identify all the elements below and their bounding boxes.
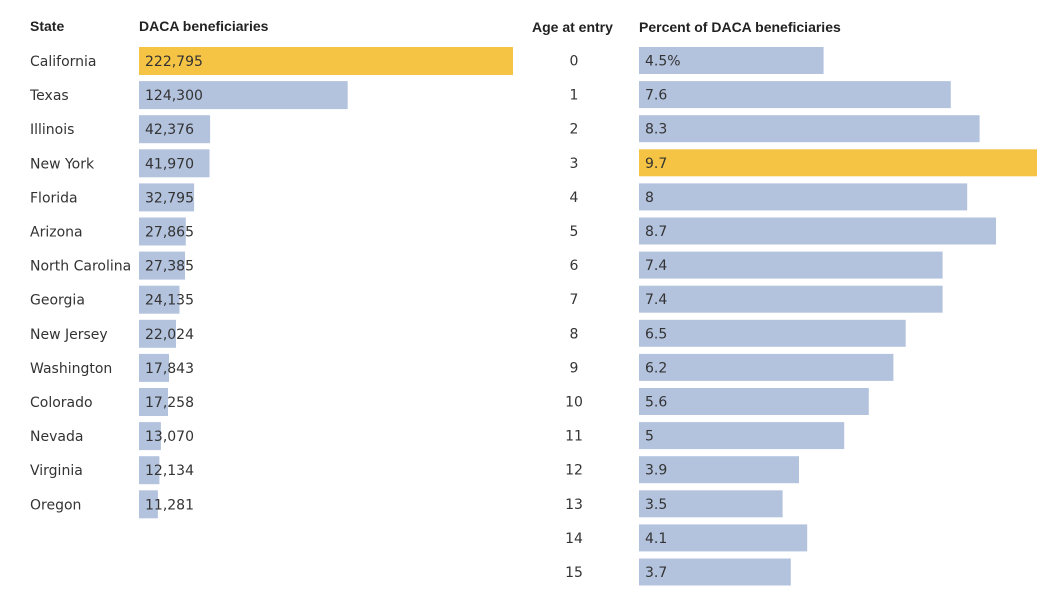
age-bar	[639, 456, 799, 484]
state-bar	[139, 353, 169, 382]
age-bar	[639, 388, 869, 415]
age-value-label: 3.5	[645, 497, 667, 513]
age-category-label: 14	[565, 531, 583, 547]
state-header: State	[30, 18, 64, 34]
state-value-label: 11,281	[145, 497, 194, 513]
state-bar	[139, 81, 348, 110]
age-category-label: 13	[565, 497, 583, 513]
age-bar	[639, 319, 906, 347]
age-category-label: 4	[570, 190, 579, 206]
state-bar-chart: California 222,795 Texas 124,300 Illinois 42,…	[29, 47, 513, 519]
state-bar	[139, 490, 158, 519]
state-bar	[139, 217, 186, 246]
state-bar	[139, 251, 185, 280]
state-value-label: 12,134	[145, 463, 194, 479]
state-category-label: California	[30, 54, 96, 70]
age-bar	[639, 183, 968, 211]
age-category-label: 6	[570, 258, 579, 274]
state-value-label: 32,795	[145, 190, 194, 206]
state-category-label: Colorado	[30, 395, 93, 411]
age-category-label: 7	[570, 292, 579, 308]
age-bar	[639, 115, 980, 143]
age-value-label: 8.3	[645, 122, 667, 138]
age-bar	[639, 558, 791, 586]
state-bar	[139, 285, 180, 314]
age-category-label: 0	[570, 54, 579, 70]
age-value-label: 8.7	[645, 224, 667, 240]
state-category-label: Texas	[29, 88, 69, 104]
state-value-label: 27,865	[145, 225, 194, 241]
age-value-label: 7.6	[645, 88, 667, 104]
age-bar	[639, 285, 943, 313]
age-value-label: 3.7	[645, 565, 667, 581]
age-bar	[639, 217, 996, 245]
age-value-label: 5	[645, 429, 654, 445]
state-category-label: Illinois	[30, 122, 74, 138]
state-value-label: 24,135	[145, 293, 194, 309]
age-category-label: 1	[570, 88, 579, 104]
age-category-label: 9	[570, 360, 579, 376]
daca-beneficiaries-header: DACA beneficiaries	[139, 18, 269, 34]
state-bar	[139, 149, 210, 178]
age-bar	[639, 47, 824, 74]
age-category-label: 2	[570, 122, 579, 138]
age-bar	[639, 251, 943, 279]
state-category-label: Nevada	[30, 429, 83, 445]
state-bar	[139, 388, 168, 416]
age-value-label: 9.7	[645, 156, 667, 172]
state-value-label: 13,070	[145, 429, 194, 445]
age-category-label: 15	[565, 565, 583, 581]
state-category-label: New Jersey	[30, 327, 108, 343]
state-value-label: 42,376	[145, 122, 194, 138]
age-bar	[639, 422, 845, 450]
state-value-label: 41,970	[145, 156, 194, 172]
state-category-label: Virginia	[30, 463, 83, 479]
age-value-label: 5.6	[645, 395, 667, 411]
state-value-label: 27,385	[145, 259, 194, 275]
state-value-label: 22,024	[145, 327, 194, 343]
state-category-label: Georgia	[30, 293, 85, 309]
state-value-label: 124,300	[145, 88, 203, 104]
age-category-label: 11	[565, 429, 583, 445]
state-bar	[139, 422, 161, 451]
age-value-label: 6.2	[645, 360, 667, 376]
age-category-label: 8	[570, 326, 579, 342]
state-category-label: Florida	[30, 190, 78, 206]
age-value-label: 7.4	[645, 258, 667, 274]
age-category-label: 3	[570, 156, 579, 172]
age-value-label: 4.1	[645, 531, 667, 547]
state-value-label: 17,258	[145, 395, 194, 411]
age-value-label: 7.4	[645, 292, 667, 308]
percent-header: Percent of DACA beneficiaries	[639, 19, 841, 35]
state-value-label: 17,843	[145, 361, 194, 377]
age-value-label: 4.5%	[645, 54, 681, 70]
age-bar	[639, 524, 808, 552]
age-bar	[639, 149, 1037, 177]
state-category-label: North Carolina	[30, 259, 131, 275]
state-bar	[139, 183, 195, 212]
age-at-entry-header: Age at entry	[532, 19, 613, 35]
state-bar	[139, 456, 160, 485]
state-bar	[139, 319, 176, 348]
age-bar	[639, 490, 783, 518]
age-value-label: 6.5	[645, 326, 667, 342]
age-value-label: 8	[645, 190, 654, 206]
state-category-label: Arizona	[30, 225, 83, 241]
state-bar	[139, 115, 211, 144]
state-category-label: Oregon	[30, 497, 81, 513]
state-value-label: 222,795	[145, 54, 203, 70]
state-bar	[139, 47, 513, 75]
age-bar-chart: 0 4.5% 1 7.6 2 8.3 3 9.7 4 8 5 8.7 6 7.4 7 7.4 8 6.5 9 6.2 1…	[565, 47, 1037, 586]
age-value-label: 3.9	[645, 463, 667, 479]
age-bar	[639, 81, 951, 109]
age-category-label: 12	[565, 463, 583, 479]
state-category-label: Washington	[30, 361, 112, 377]
age-category-label: 5	[570, 224, 579, 240]
age-bar	[639, 353, 894, 381]
state-category-label: New York	[30, 156, 95, 172]
age-category-label: 10	[565, 395, 583, 411]
